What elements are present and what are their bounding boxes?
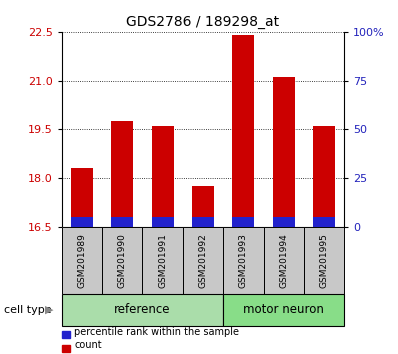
Bar [223, 227, 263, 294]
Title: GDS2786 / 189298_at: GDS2786 / 189298_at [127, 16, 279, 29]
Bar [313, 217, 335, 227]
Text: reference: reference [114, 303, 171, 316]
Bar [232, 217, 254, 227]
Bar [273, 77, 295, 217]
Bar [152, 217, 174, 227]
Bar [313, 126, 335, 217]
Bar [142, 227, 183, 294]
Text: cell type: cell type [4, 305, 52, 315]
Text: count: count [74, 341, 102, 350]
Bar [111, 121, 133, 217]
Bar [223, 294, 344, 326]
Bar [111, 217, 133, 227]
Text: GSM201994: GSM201994 [279, 233, 288, 287]
Bar [62, 227, 102, 294]
Bar [263, 227, 304, 294]
Text: GSM201995: GSM201995 [320, 233, 329, 288]
Bar [152, 126, 174, 217]
Bar [62, 294, 223, 326]
Bar [192, 186, 214, 217]
Bar [273, 217, 295, 227]
Text: percentile rank within the sample: percentile rank within the sample [74, 327, 240, 337]
Text: GSM201993: GSM201993 [239, 233, 248, 288]
Bar [304, 227, 344, 294]
Text: ▶: ▶ [45, 305, 54, 315]
Bar [71, 217, 93, 227]
Text: motor neuron: motor neuron [243, 303, 324, 316]
Text: GSM201992: GSM201992 [199, 233, 207, 287]
Text: GSM201991: GSM201991 [158, 233, 167, 288]
Bar [71, 168, 93, 217]
Bar [192, 217, 214, 227]
Bar [183, 227, 223, 294]
Bar [102, 227, 142, 294]
Bar [232, 35, 254, 217]
Text: GSM201990: GSM201990 [118, 233, 127, 288]
Text: GSM201989: GSM201989 [77, 233, 86, 288]
